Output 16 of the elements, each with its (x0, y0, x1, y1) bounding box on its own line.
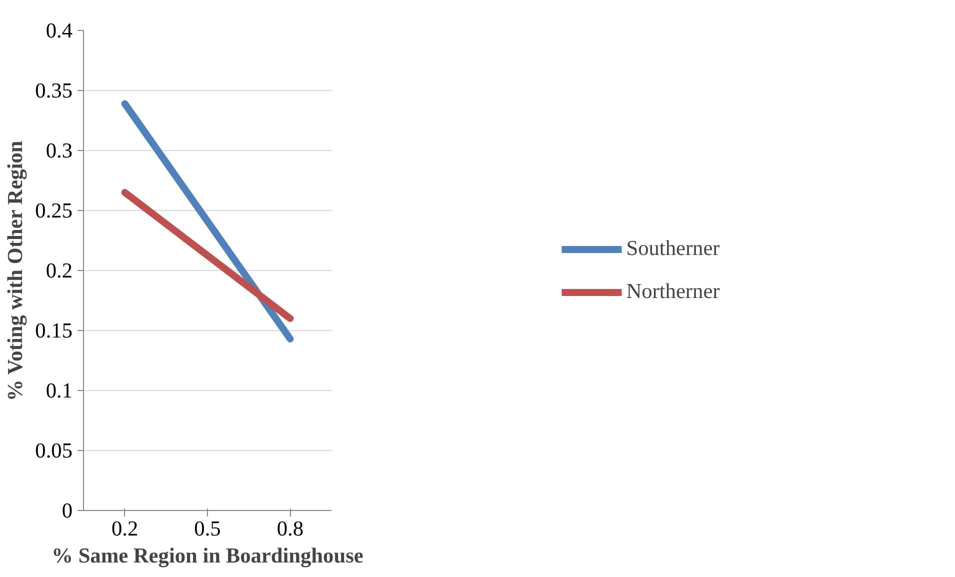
y-tick-label: 0.05 (35, 438, 73, 462)
legend-label: Northerner (626, 279, 720, 304)
y-axis-title: % Voting with Other Region (3, 140, 28, 402)
x-tick-label: 0.5 (194, 516, 221, 540)
y-tick-label: 0.2 (46, 258, 73, 282)
y-tick-label: 0.4 (46, 18, 73, 42)
y-tick-label: 0.35 (35, 78, 73, 102)
legend-label: Southerner (626, 236, 720, 261)
y-tick-label: 0.15 (35, 318, 73, 342)
y-tick-label: 0.1 (46, 378, 73, 402)
y-tick-label: 0 (62, 498, 73, 522)
x-tick-label: 0.2 (112, 516, 138, 540)
y-tick-label: 0.25 (35, 198, 73, 222)
y-tick-label: 0.3 (46, 138, 73, 162)
x-axis-title: % Same Region in Boardinghouse (52, 544, 364, 568)
x-tick-label: 0.8 (276, 516, 304, 540)
